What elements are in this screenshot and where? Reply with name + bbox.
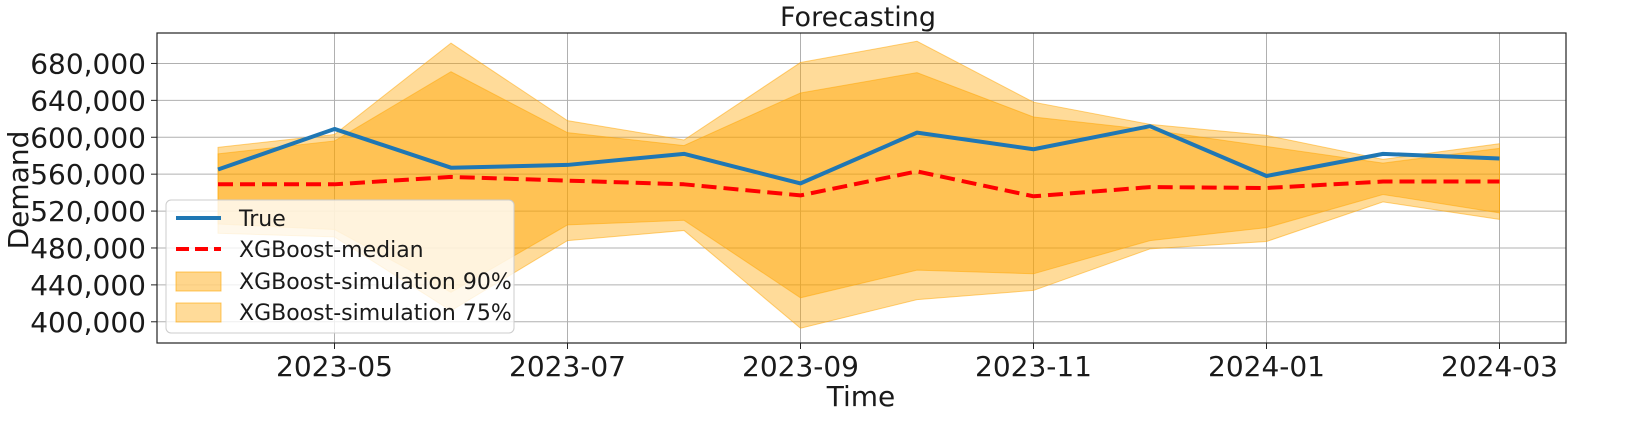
y-tick-label: 520,000 [30, 195, 146, 228]
legend-swatch [175, 271, 222, 292]
y-tick-label: 600,000 [30, 121, 146, 154]
x-tick-label: 2023-07 [509, 350, 626, 383]
y-tick-label: 440,000 [30, 269, 146, 302]
series-lines [217, 124, 1500, 199]
y-tick-label: 680,000 [30, 47, 146, 80]
legend-swatch [175, 302, 222, 323]
line-true [217, 124, 1500, 186]
x-tick-label: 2024-01 [1208, 350, 1325, 383]
x-tick-label: 2023-11 [975, 350, 1092, 383]
line-xgboost-median [218, 169, 1500, 199]
y-tick-label: 560,000 [30, 158, 146, 191]
x-axis-ticks: 2023-05 2023-07 2023-09 2023-11 2024-01 2024-… [276, 343, 1558, 383]
legend-label: XGBoost-simulation 90% [239, 270, 512, 295]
legend: True XGBoost-median XGBoost-simulation 90%… [165, 199, 515, 334]
x-tick-label: 2024-03 [1441, 350, 1558, 383]
chart-title: Forecasting [780, 2, 936, 33]
x-tick-label: 2023-05 [276, 350, 393, 383]
legend-label: XGBoost-median [239, 238, 424, 263]
legend-label: True [238, 207, 286, 232]
x-tick-label: 2023-09 [742, 350, 859, 383]
legend-box [165, 199, 515, 334]
x-axis-label: Time [826, 380, 896, 413]
y-tick-label: 640,000 [30, 84, 146, 117]
y-tick-label: 400,000 [30, 306, 146, 339]
y-tick-label: 480,000 [30, 232, 146, 265]
y-axis-label: Demand [2, 131, 35, 250]
y-axis-ticks: 400,000 440,000 480,000 520,000 560,000 600,0… [30, 47, 157, 339]
plot-frame [156, 32, 1567, 344]
legend-label: XGBoost-simulation 75% [239, 301, 512, 326]
